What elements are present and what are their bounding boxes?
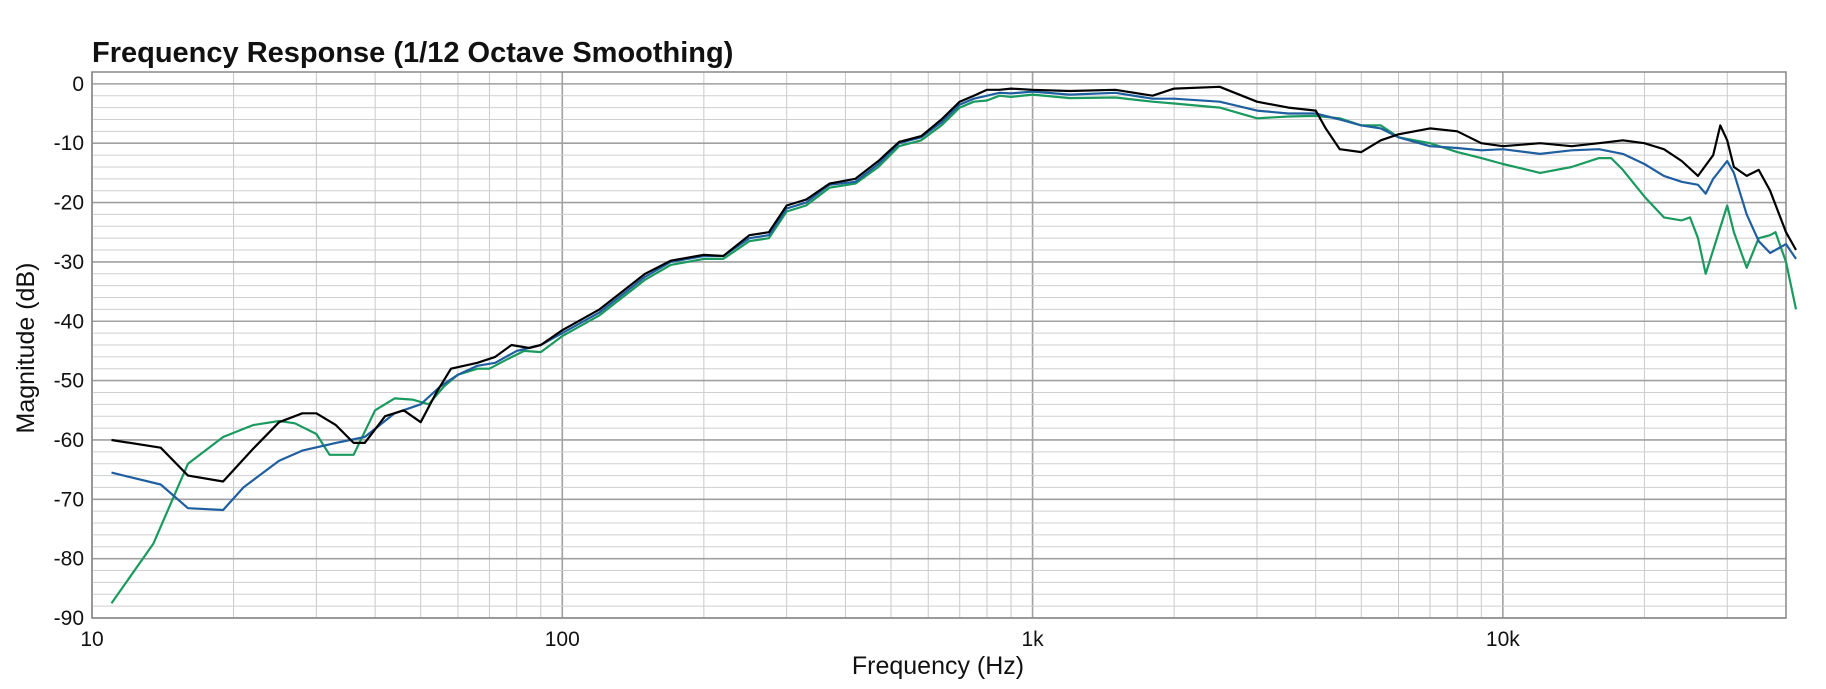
y-tick-label: 0 — [72, 73, 84, 96]
series-line-1 — [110, 93, 1798, 604]
x-tick-labels: 10 100 1k 10k — [80, 628, 1520, 651]
x-tick-label: 1k — [1021, 628, 1044, 651]
plot-frame — [91, 71, 1787, 619]
y-axis-label: Magnitude (dB) — [12, 263, 40, 434]
y-tick-label: -30 — [54, 251, 84, 274]
x-axis-label: Frequency (Hz) — [852, 652, 1024, 680]
x-tick-label: 100 — [545, 628, 580, 651]
y-tick-label: -70 — [54, 488, 84, 511]
grid-lines — [91, 71, 1787, 619]
y-tick-label: -90 — [54, 607, 84, 630]
y-tick-label: -80 — [54, 548, 84, 571]
chart-title: Frequency Response (1/12 Octave Smoothin… — [92, 37, 733, 69]
y-tick-label: -40 — [54, 310, 84, 333]
y-tick-label: -10 — [54, 132, 84, 155]
y-tick-labels: 0 -10 -20 -30 -40 -50 -60 -70 -80 -90 — [54, 73, 84, 630]
x-tick-label: 10 — [80, 628, 103, 651]
series-line-2 — [111, 90, 1797, 512]
x-tick-label: 10k — [1486, 628, 1520, 651]
y-tick-label: -50 — [54, 370, 84, 393]
y-tick-label: -60 — [54, 429, 84, 452]
y-tick-label: -20 — [54, 192, 84, 215]
series-line-3 — [111, 85, 1797, 483]
series-layer — [110, 85, 1798, 604]
